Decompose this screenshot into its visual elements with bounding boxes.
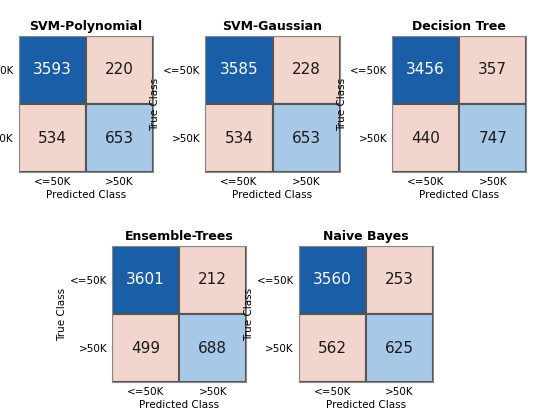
Text: 357: 357 [478,62,507,77]
Bar [392,104,459,172]
Text: 228: 228 [292,62,320,77]
Y-axis label: True Class: True Class [337,77,347,131]
Y-axis label: True Class: True Class [57,287,67,341]
Text: 499: 499 [131,341,160,356]
Bar [18,104,86,172]
Text: 3601: 3601 [126,272,165,287]
Title: Ensemble-Trees: Ensemble-Trees [125,230,234,243]
Title: SVM-Polynomial: SVM-Polynomial [29,20,142,33]
Bar [298,246,366,314]
Text: 688: 688 [198,341,227,356]
Text: 212: 212 [198,272,227,287]
Text: 440: 440 [411,131,440,146]
Bar [206,104,273,172]
Text: 3456: 3456 [406,62,445,77]
Bar [18,36,86,104]
Bar [179,246,246,314]
Bar [273,36,340,104]
Title: Naive Bayes: Naive Bayes [323,230,409,243]
Bar [86,104,153,172]
Y-axis label: True Class: True Class [244,287,254,341]
Text: 253: 253 [385,272,414,287]
Text: 534: 534 [38,131,67,146]
Text: 534: 534 [225,131,254,146]
Bar [392,36,459,104]
Y-axis label: True Class: True Class [150,77,160,131]
Text: 3585: 3585 [220,62,258,77]
Bar [179,314,246,382]
Bar [206,36,273,104]
Title: SVM-Gaussian: SVM-Gaussian [222,20,323,33]
Text: 653: 653 [105,131,134,146]
Text: 220: 220 [105,62,134,77]
X-axis label: Predicted Class: Predicted Class [326,400,406,410]
Bar [366,246,433,314]
Text: 562: 562 [318,341,347,356]
X-axis label: Predicted Class: Predicted Class [419,190,500,200]
Bar [459,104,526,172]
Text: 3560: 3560 [313,272,352,287]
Bar [298,314,366,382]
Bar [459,36,526,104]
Bar [366,314,433,382]
Text: 3593: 3593 [33,62,72,77]
Bar [273,104,340,172]
Text: 625: 625 [385,341,414,356]
Bar [112,246,179,314]
Bar [112,314,179,382]
Text: 653: 653 [292,131,321,146]
X-axis label: Predicted Class: Predicted Class [232,190,312,200]
Text: 747: 747 [478,131,507,146]
X-axis label: Predicted Class: Predicted Class [139,400,220,410]
Title: Decision Tree: Decision Tree [412,20,506,33]
X-axis label: Predicted Class: Predicted Class [46,190,126,200]
Bar [86,36,153,104]
